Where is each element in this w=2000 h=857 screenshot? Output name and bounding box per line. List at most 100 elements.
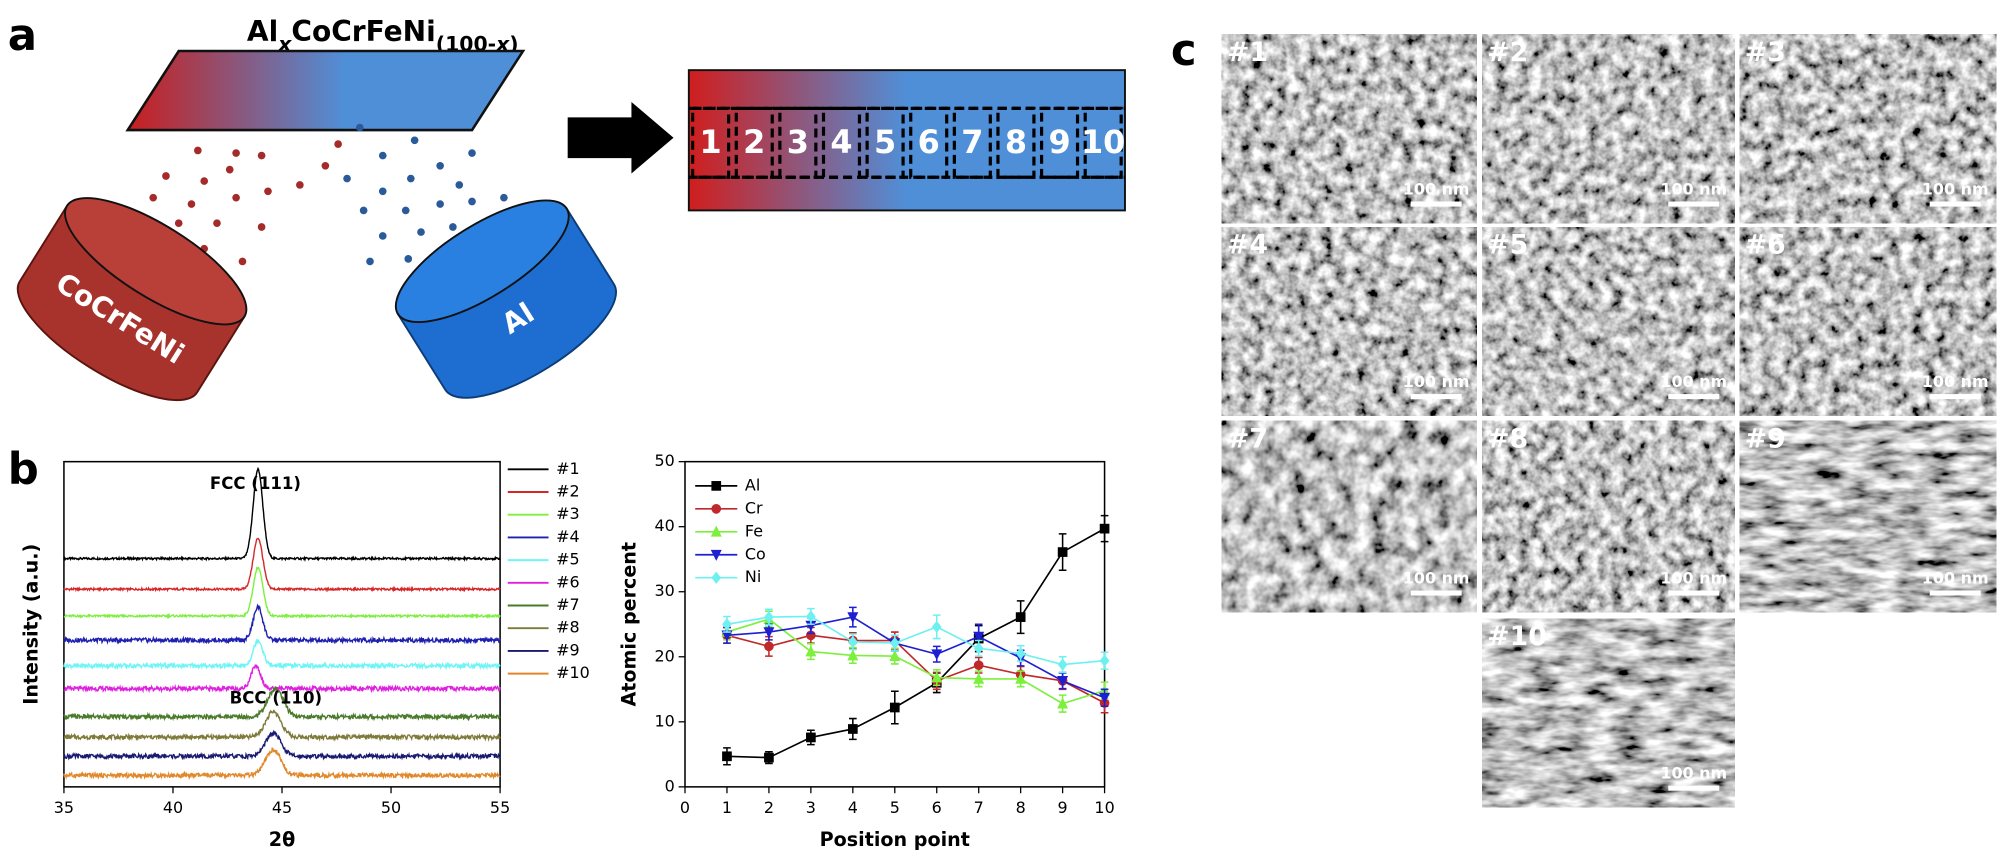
x-tick-label: 55 [490, 798, 510, 817]
tile-label: #1 [1227, 37, 1268, 68]
tile-label: #10 [1487, 621, 1547, 652]
scale-bar [1668, 201, 1720, 207]
cell-label: 2 [743, 123, 765, 161]
scale-bar [1410, 394, 1462, 400]
x-tick-label: 1 [722, 798, 732, 817]
cell-box [691, 106, 731, 179]
cell-label: 6 [918, 123, 940, 161]
scale-label: 100 nm [1660, 180, 1727, 199]
sem-image [1482, 227, 1735, 416]
legend-label: Co [745, 544, 766, 563]
cell-box [909, 106, 949, 179]
marker [973, 631, 985, 643]
marker [1099, 654, 1110, 667]
marker [931, 671, 943, 683]
x-tick-label: 0 [680, 798, 690, 817]
target-cocrfeni: CoCrFeNi [16, 197, 248, 402]
cell-label: 4 [830, 123, 852, 161]
scale-bar [1668, 590, 1720, 596]
marker [710, 549, 722, 561]
peak-annotation: BCC (110) [230, 688, 322, 707]
xrd-chart: 35 40 45 50 55 2θ Intensity (a.u.) #1 #2 #3 #4 #5 #6… [20, 459, 590, 851]
substrate-formula: AlxCoCrFeNi(100-x) [247, 15, 519, 56]
marker [806, 732, 816, 743]
legend-label: #9 [556, 640, 580, 659]
marker [1057, 675, 1069, 687]
xrd-curve [63, 537, 501, 593]
marker [889, 702, 900, 713]
series-line [726, 616, 1105, 699]
marker [889, 636, 900, 650]
marker [847, 635, 858, 648]
marker [721, 630, 733, 642]
xrd-curve [63, 729, 501, 761]
marker [931, 620, 942, 633]
marker [711, 503, 722, 514]
marker [1057, 697, 1069, 709]
scale-bar [1929, 590, 1981, 596]
scale-label: 100 nm [1922, 372, 1989, 391]
y-tick-label: 10 [655, 711, 675, 730]
scale-bar [1668, 394, 1720, 400]
panel-label: c [1171, 26, 1197, 76]
marker [847, 649, 859, 661]
scale-label: 100 nm [1922, 568, 1989, 587]
marker [764, 610, 774, 624]
x-axis-label: Position point [820, 828, 970, 851]
x-tick-label: 45 [272, 798, 292, 817]
tile-label: #3 [1745, 37, 1786, 68]
y-tick-label: 20 [655, 646, 675, 665]
legend-label: #4 [556, 527, 580, 546]
cell-label: 9 [1048, 123, 1070, 161]
formula-part: Al [247, 15, 278, 48]
sample-strip: 1 2 3 4 5 6 7 8 9 10 [687, 69, 1126, 212]
marker [1015, 672, 1027, 684]
sem-image [1739, 227, 1997, 416]
marker [763, 627, 775, 639]
panel-label: b [8, 444, 39, 494]
marker [710, 525, 722, 537]
marker [711, 571, 722, 584]
y-tick-label: 50 [655, 451, 675, 470]
sem-image [1221, 227, 1477, 416]
cell-box [1083, 106, 1123, 179]
marker [931, 649, 943, 661]
marker [847, 724, 858, 734]
xrd-curve [63, 686, 501, 722]
marker [973, 642, 984, 655]
marker [1099, 523, 1110, 534]
sem-image [1739, 420, 1997, 613]
arrow [567, 102, 674, 174]
legend-label: #6 [556, 572, 580, 591]
marker [805, 645, 817, 657]
scale-label: 100 nm [1660, 568, 1727, 587]
xrd-curve [63, 466, 501, 563]
x-axis-label: 2θ [269, 828, 295, 851]
substrate [125, 49, 526, 132]
legend-label: #2 [556, 482, 580, 501]
legend-label: #5 [556, 550, 580, 569]
marker [805, 620, 817, 632]
cell-box [821, 106, 862, 179]
marker [1015, 647, 1026, 660]
tile-label: #8 [1487, 423, 1528, 454]
legend-label: Ni [745, 567, 761, 586]
formula-part: CoCrFeNi [291, 15, 435, 48]
scale-bar [1929, 201, 1981, 207]
marker [973, 660, 984, 671]
series-line [726, 634, 1105, 704]
scale-label: 100 nm [1660, 372, 1727, 391]
scale-label: 100 nm [1403, 568, 1470, 587]
marker [722, 751, 732, 762]
marker [1057, 547, 1068, 557]
legend-label: #1 [556, 459, 580, 478]
marker [889, 650, 901, 661]
marker [1099, 692, 1111, 704]
sem-grid: #1 100 nm #2 100 nm #3 100 nm #4 100 nm #5 100 nm… [1221, 34, 1997, 808]
series-line [726, 527, 1105, 759]
y-tick-label: 30 [655, 581, 675, 600]
cell-label: 7 [961, 123, 983, 161]
scale-bar [1410, 201, 1462, 207]
legend-label: #7 [556, 595, 580, 614]
scale-label: 100 nm [1403, 372, 1470, 391]
